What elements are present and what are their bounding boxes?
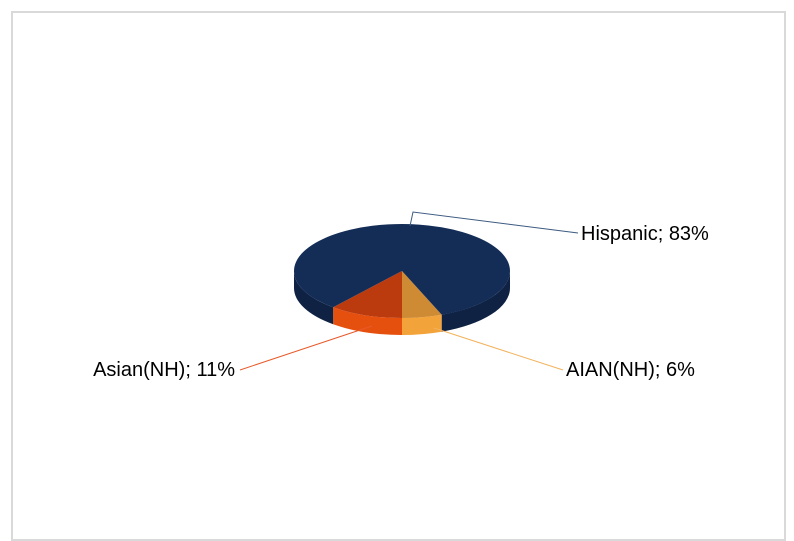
label-hispanic: Hispanic; 83% xyxy=(581,223,709,245)
slice-aian-nh xyxy=(402,271,442,318)
slice-asian-nh xyxy=(333,271,402,318)
side-hispanic xyxy=(294,271,334,325)
leader-hispanic xyxy=(409,211,579,234)
label-asian: Asian(NH); 11% xyxy=(93,359,235,381)
side-aian-nh xyxy=(402,314,442,335)
side-hispanic xyxy=(441,271,510,332)
pie-sides xyxy=(294,271,510,335)
label-aian: AIAN(NH); 6% xyxy=(566,359,695,381)
leader-aian xyxy=(433,327,564,371)
side-asian-nh xyxy=(333,307,402,335)
leader-asian xyxy=(239,325,373,371)
leader-lines xyxy=(239,211,579,371)
pie-tops xyxy=(294,224,510,318)
slice-hispanic xyxy=(294,224,510,315)
